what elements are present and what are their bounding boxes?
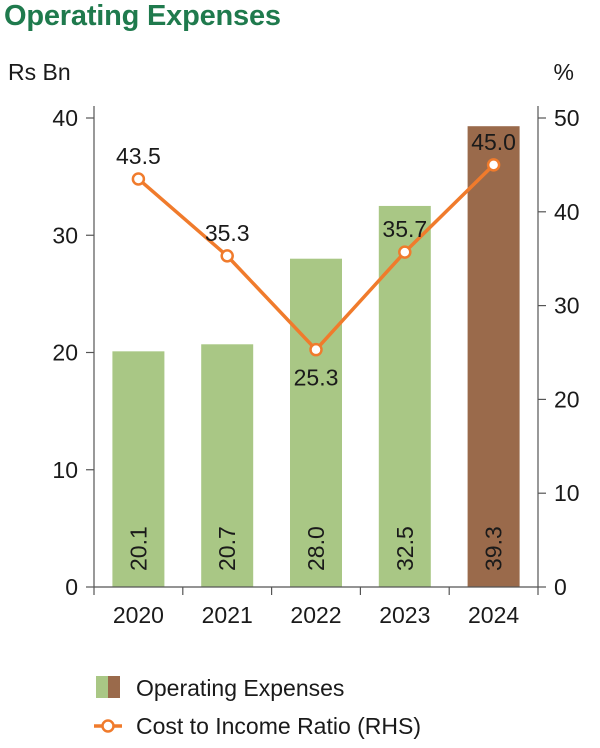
bar-labels-layer: 20.1 20.7 28.0 32.5 39.3 xyxy=(125,526,506,571)
bar-value-label: 39.3 xyxy=(481,526,507,571)
legend-label-line: Cost to Income Ratio (RHS) xyxy=(136,713,421,739)
x-tick-label: 2022 xyxy=(290,602,341,628)
legend-swatch-green xyxy=(96,676,108,698)
ratio-value-label: 45.0 xyxy=(471,129,516,155)
legend-marker xyxy=(101,719,115,733)
ratio-point xyxy=(220,249,234,263)
left-tick-label: 0 xyxy=(65,574,78,600)
ratio-point xyxy=(398,245,412,259)
ratio-point xyxy=(309,342,323,357)
right-tick-label: 30 xyxy=(554,293,580,319)
right-tick-label: 0 xyxy=(554,574,567,600)
ratio-point xyxy=(486,158,501,172)
right-tick-label: 50 xyxy=(554,105,580,131)
axes-layer: 0 10 20 30 40 0 10 20 30 40 50 2020 2021 2022 2023 2024 xyxy=(52,105,579,628)
left-tick-label: 10 xyxy=(52,457,78,483)
bar-2020 xyxy=(112,351,165,587)
bar-value-label: 28.0 xyxy=(303,526,329,571)
ratio-value-label: 35.7 xyxy=(382,216,427,242)
legend: Operating Expenses Cost to Income Ratio (… xyxy=(94,675,421,739)
left-tick-label: 30 xyxy=(52,222,78,248)
left-axis-unit: Rs Bn xyxy=(8,59,71,85)
bar-2024 xyxy=(467,126,520,588)
x-tick-label: 2020 xyxy=(113,602,164,628)
bar-value-label: 32.5 xyxy=(392,526,418,571)
line-layer: 43.5 35.3 25.3 35.7 45.0 xyxy=(116,129,516,391)
bar-value-label: 20.7 xyxy=(214,526,240,571)
left-tick-label: 40 xyxy=(52,105,78,131)
ratio-value-label: 35.3 xyxy=(205,220,250,246)
bars-layer xyxy=(112,126,520,588)
right-tick-label: 40 xyxy=(554,199,580,225)
ratio-value-label: 43.5 xyxy=(116,143,161,169)
legend-label-bars: Operating Expenses xyxy=(136,675,344,701)
legend-swatch-brown xyxy=(108,676,120,698)
right-tick-label: 10 xyxy=(554,480,580,506)
left-tick-label: 20 xyxy=(52,340,78,366)
bar-value-label: 20.1 xyxy=(125,526,151,571)
bar-2021 xyxy=(201,344,254,587)
x-tick-label: 2021 xyxy=(202,602,253,628)
x-tick-label: 2023 xyxy=(379,602,430,628)
right-tick-label: 20 xyxy=(554,386,580,412)
chart-title: Operating Expenses xyxy=(4,0,281,32)
bar-2022 xyxy=(290,258,342,587)
right-axis-unit: % xyxy=(554,59,574,85)
ratio-point xyxy=(131,172,146,186)
ratio-value-label: 25.3 xyxy=(294,365,339,391)
x-tick-label: 2024 xyxy=(468,602,519,628)
